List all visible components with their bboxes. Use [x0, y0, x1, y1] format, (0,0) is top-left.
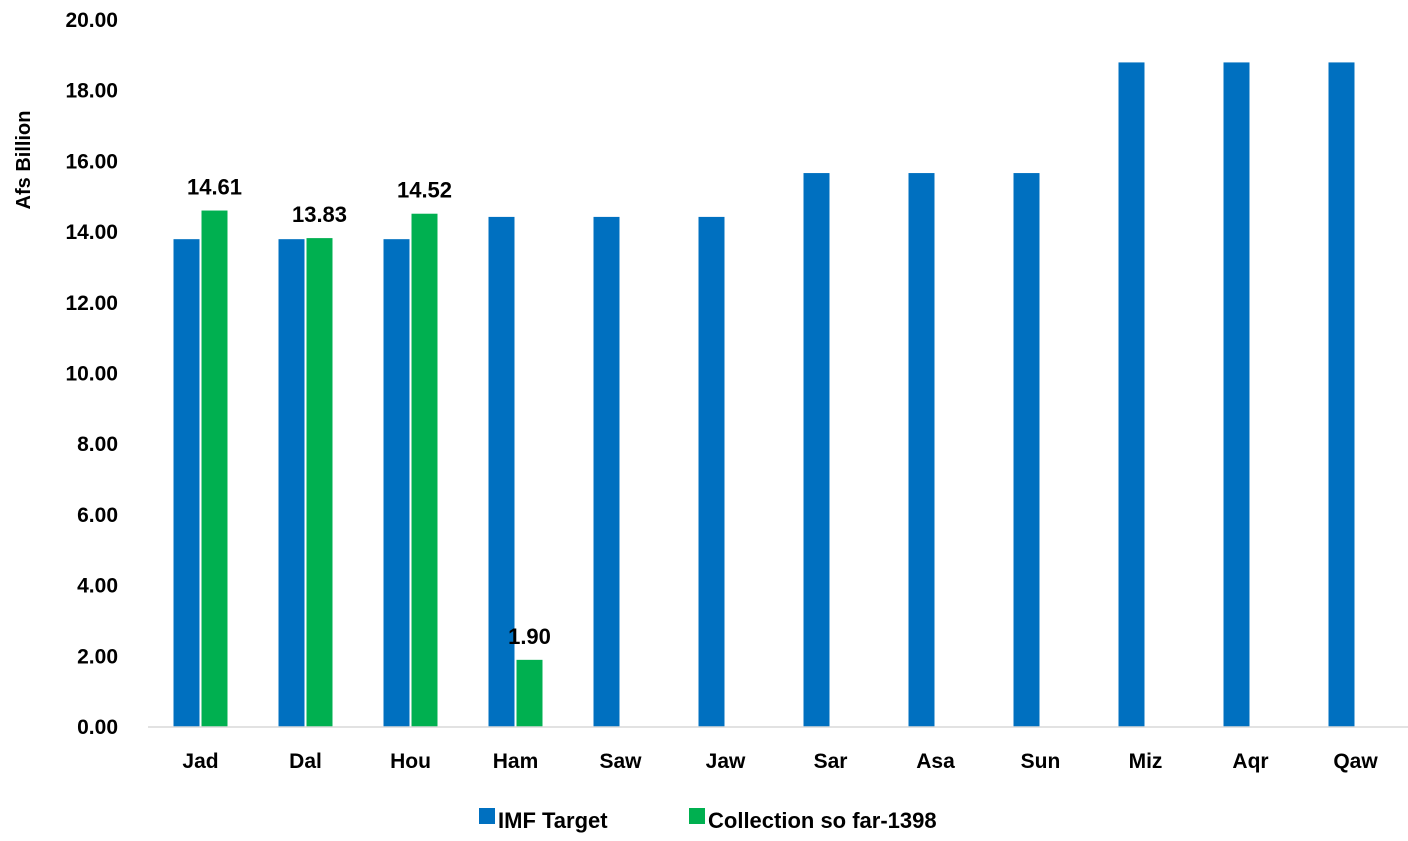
legend: IMF Target Collection so far-1398 [479, 808, 937, 833]
x-tick-label: Jad [182, 750, 218, 773]
bar-imf-target-aqr [1223, 62, 1250, 728]
y-tick-label: 2.00 [77, 645, 118, 668]
data-label: 13.83 [292, 202, 347, 227]
y-tick-label: 12.00 [65, 292, 118, 315]
bar-collection-dal [306, 238, 333, 727]
legend-swatch [479, 808, 495, 824]
y-tick-label: 18.00 [65, 80, 118, 103]
y-tick-label: 8.00 [77, 433, 118, 456]
y-tick-label: 14.00 [65, 221, 118, 244]
bar-imf-target-asa [908, 173, 935, 728]
data-label: 14.52 [397, 178, 452, 203]
x-tick-label: Saw [599, 750, 642, 773]
x-tick-label: Ham [493, 750, 539, 773]
y-tick-label: 6.00 [77, 504, 118, 527]
bar-imf-target-qaw [1328, 62, 1355, 728]
bar-collection-ham [516, 659, 543, 727]
bar-imf-target-ham [488, 216, 515, 727]
y-tick-label: 16.00 [65, 150, 118, 173]
y-axis-title: Afs Billion [13, 111, 35, 210]
x-tick-label: Sar [814, 750, 848, 773]
x-axis-labels: Jad Dal Hou Ham Saw Jaw Sar Asa Sun Miz Aqr Qaw [182, 750, 1378, 773]
x-tick-label: Qaw [1333, 750, 1378, 773]
bar-imf-target-sar [803, 173, 830, 728]
y-tick-label: 4.00 [77, 575, 118, 598]
bar-imf-target-saw [593, 216, 620, 727]
data-label: 14.61 [187, 175, 242, 200]
x-tick-label: Aqr [1232, 750, 1268, 773]
y-tick-label: 0.00 [77, 716, 118, 739]
bar-imf-target-jaw [698, 216, 725, 727]
y-axis-ticks: 0.00 2.00 4.00 6.00 8.00 10.00 12.00 14.00 16.00… [65, 9, 118, 739]
x-tick-label: Asa [916, 750, 955, 773]
legend-swatch [689, 808, 705, 824]
bar-collection-jad [201, 210, 228, 727]
data-labels: 14.61 13.83 14.52 1.90 [187, 175, 551, 649]
bar-collection-hou [411, 213, 438, 727]
y-tick-label: 20.00 [65, 9, 118, 32]
bar-imf-target-jad [173, 239, 200, 728]
x-tick-label: Dal [289, 750, 322, 773]
bar-group [173, 62, 1355, 728]
bar-imf-target-miz [1118, 62, 1145, 728]
x-tick-label: Jaw [706, 750, 746, 773]
legend-label: Collection so far-1398 [708, 808, 937, 833]
bar-imf-target-dal [278, 239, 305, 728]
y-tick-label: 10.00 [65, 363, 118, 386]
x-tick-label: Sun [1021, 750, 1061, 773]
legend-label: IMF Target [498, 808, 608, 833]
x-tick-label: Hou [390, 750, 431, 773]
x-tick-label: Miz [1129, 750, 1163, 773]
bar-imf-target-hou [383, 239, 410, 728]
data-label: 1.90 [508, 624, 551, 649]
bar-imf-target-sun [1013, 173, 1040, 728]
